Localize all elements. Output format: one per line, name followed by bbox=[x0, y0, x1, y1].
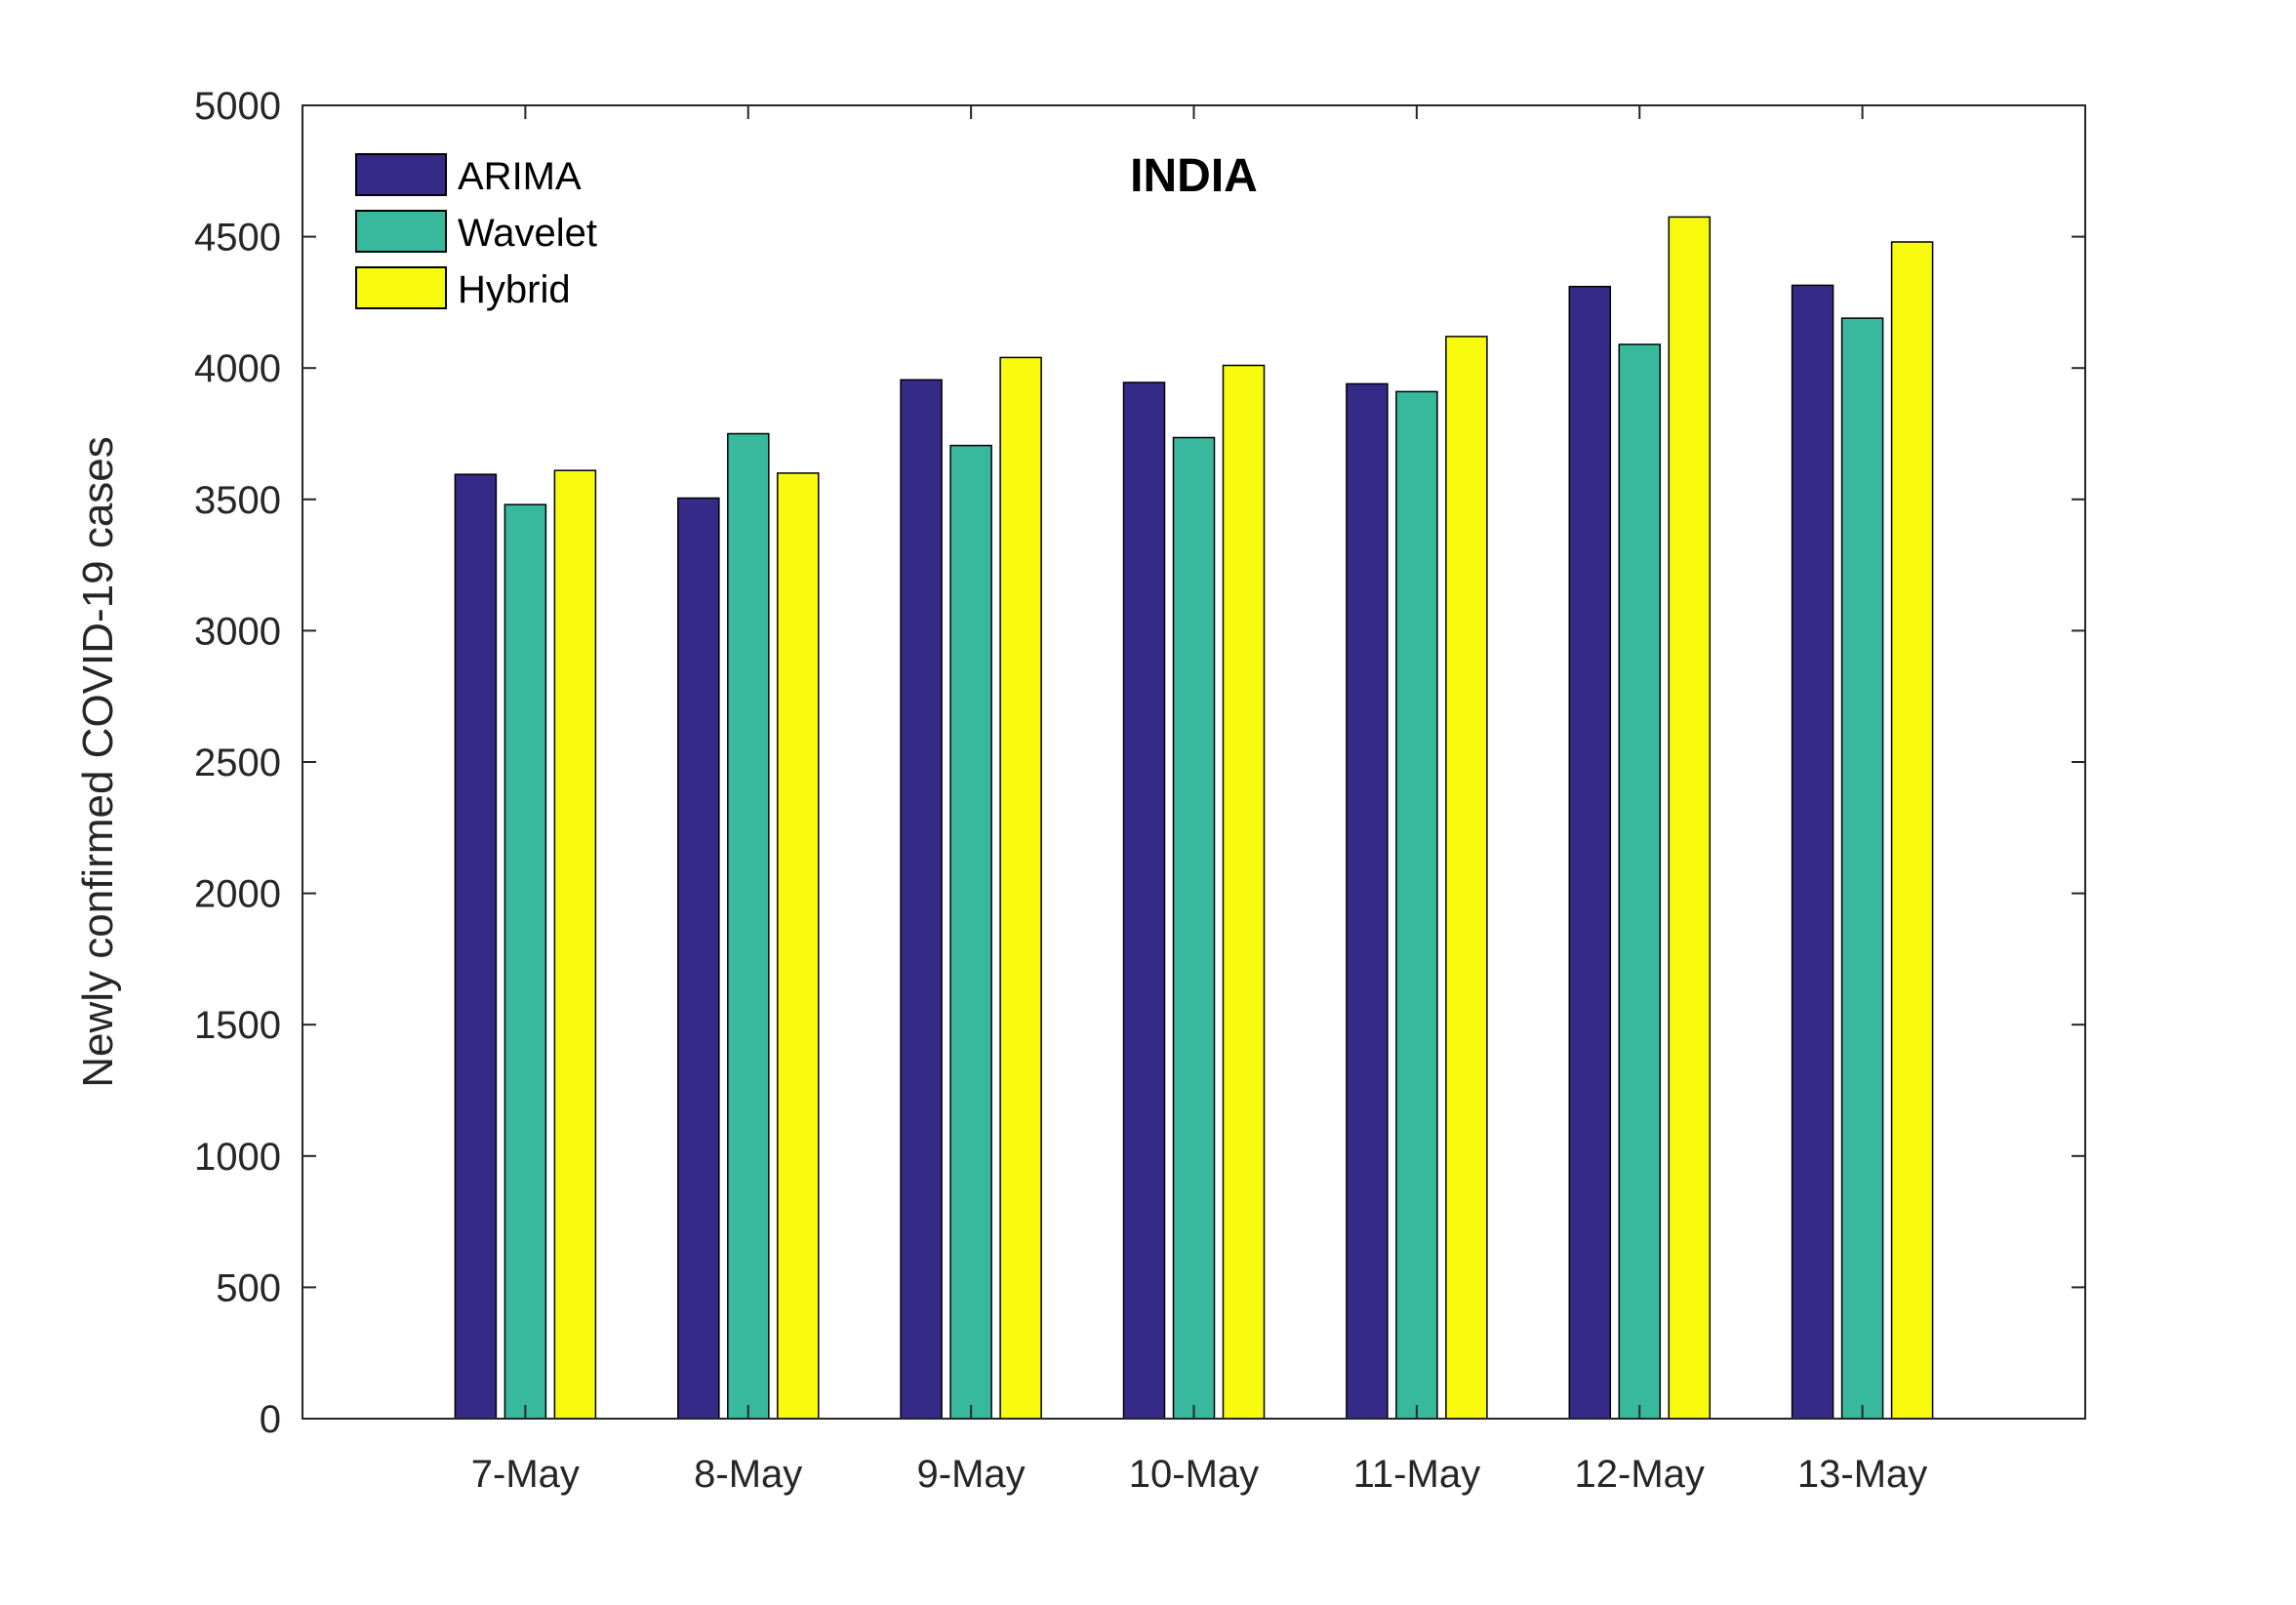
chart-title: INDIA bbox=[1130, 150, 1258, 202]
bar-arima-11-may bbox=[1346, 382, 1389, 1420]
y-tick-label: 4000 bbox=[194, 347, 281, 390]
bar-wavelet-10-may bbox=[1172, 436, 1216, 1420]
y-axis-title: Newly confirmed COVID-19 cases bbox=[74, 436, 122, 1088]
y-tick-label: 0 bbox=[260, 1398, 281, 1441]
legend-label-wavelet: Wavelet bbox=[458, 212, 597, 255]
bar-arima-8-may bbox=[677, 497, 720, 1420]
bar-wavelet-9-may bbox=[949, 444, 992, 1420]
legend-swatch-wavelet bbox=[355, 210, 447, 253]
x-tick-label: 8-May bbox=[694, 1453, 802, 1496]
bar-arima-9-may bbox=[900, 379, 943, 1420]
x-tick-label: 9-May bbox=[917, 1453, 1026, 1496]
x-tick-label: 10-May bbox=[1129, 1453, 1259, 1496]
bar-arima-10-may bbox=[1122, 381, 1166, 1420]
y-tick-label: 2000 bbox=[194, 873, 281, 916]
x-tick-label: 12-May bbox=[1575, 1453, 1705, 1496]
y-tick-label: 1500 bbox=[194, 1004, 281, 1047]
y-tick-label: 2500 bbox=[194, 742, 281, 784]
legend: ARIMA Wavelet Hybrid bbox=[355, 153, 597, 311]
y-tick-label: 3000 bbox=[194, 610, 281, 653]
legend-label-arima: ARIMA bbox=[458, 155, 582, 198]
ticks-layer: 0 500 1000 1500 2000 2500 3000 3500 4000 4500 5000… bbox=[194, 85, 2085, 1496]
bars-layer bbox=[454, 216, 1934, 1420]
bar-wavelet-11-may bbox=[1395, 390, 1438, 1420]
bar-wavelet-13-may bbox=[1840, 317, 1884, 1420]
x-tick-label: 13-May bbox=[1797, 1453, 1927, 1496]
x-tick-label: 11-May bbox=[1353, 1453, 1480, 1496]
bar-hybrid-9-may bbox=[999, 356, 1042, 1420]
y-tick-label: 5000 bbox=[194, 85, 281, 128]
y-tick-label: 500 bbox=[216, 1266, 281, 1309]
bar-hybrid-8-may bbox=[777, 472, 820, 1420]
plot-frame bbox=[302, 104, 2086, 1420]
bar-hybrid-12-may bbox=[1668, 216, 1712, 1420]
bar-wavelet-8-may bbox=[727, 432, 770, 1420]
y-tick-label: 1000 bbox=[194, 1136, 281, 1179]
bar-wavelet-12-may bbox=[1618, 343, 1662, 1420]
bar-hybrid-13-may bbox=[1890, 241, 1934, 1420]
legend-swatch-hybrid bbox=[355, 266, 447, 309]
y-tick-label: 4500 bbox=[194, 217, 281, 260]
bar-arima-7-may bbox=[454, 473, 498, 1420]
bar-hybrid-11-may bbox=[1445, 336, 1488, 1420]
bar-hybrid-10-may bbox=[1222, 364, 1266, 1420]
bar-wavelet-7-may bbox=[504, 503, 547, 1420]
legend-label-hybrid: Hybrid bbox=[458, 268, 571, 311]
x-tick-label: 7-May bbox=[471, 1453, 580, 1496]
y-tick-label: 3500 bbox=[194, 479, 281, 522]
bar-arima-13-may bbox=[1791, 284, 1834, 1420]
bar-arima-12-may bbox=[1568, 285, 1612, 1420]
bar-hybrid-7-may bbox=[553, 469, 597, 1420]
legend-swatch-arima bbox=[355, 153, 447, 196]
